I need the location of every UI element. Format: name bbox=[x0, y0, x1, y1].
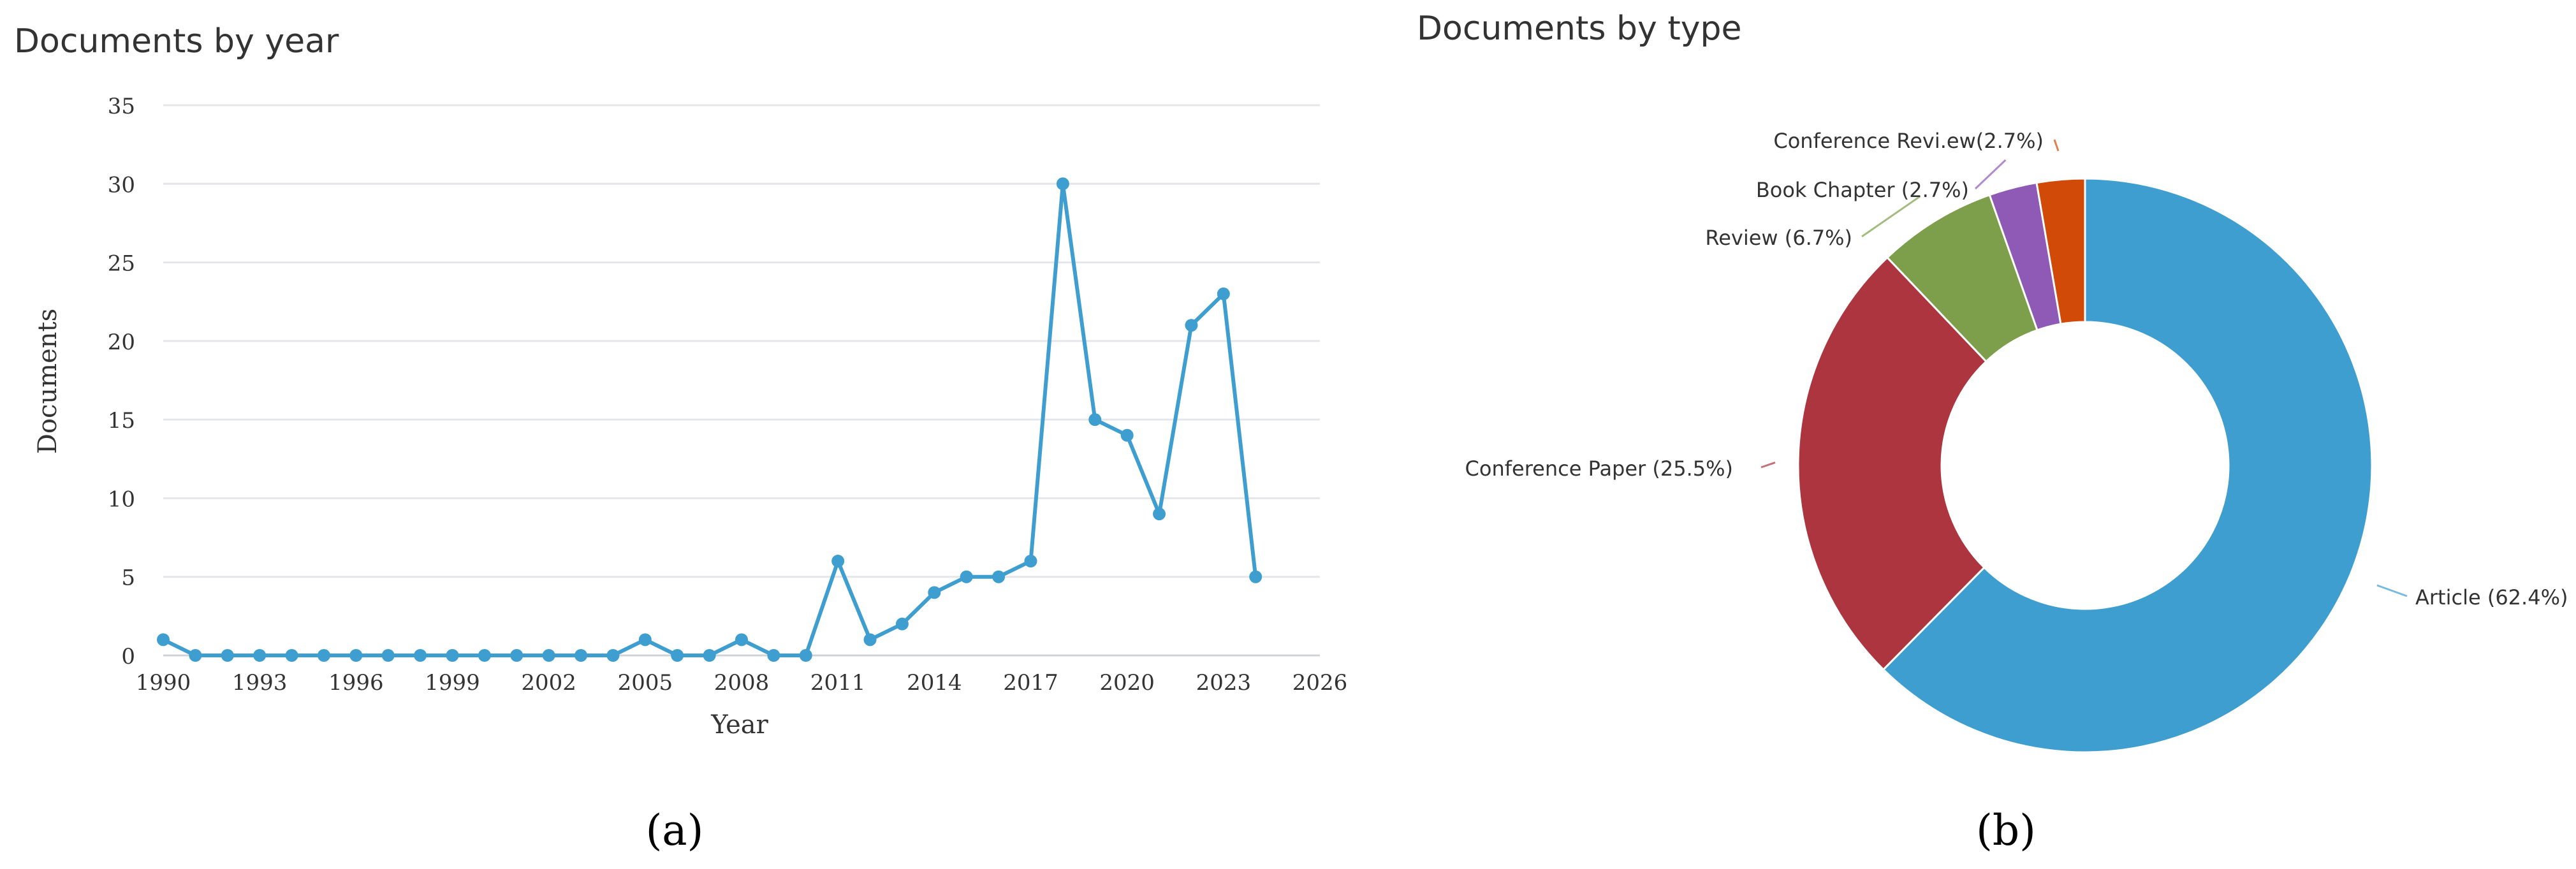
x-tick-label: 2026 bbox=[1292, 670, 1348, 696]
data-point bbox=[317, 649, 330, 662]
data-point bbox=[831, 555, 845, 568]
x-tick-label: 2005 bbox=[618, 670, 673, 696]
data-point bbox=[414, 649, 427, 662]
x-tick-label: 1993 bbox=[232, 670, 288, 696]
data-point bbox=[1217, 287, 1230, 300]
x-tick-label: 2008 bbox=[714, 670, 770, 696]
x-tick-label: 1990 bbox=[136, 670, 191, 696]
caption-b: (b) bbox=[1976, 806, 2036, 855]
data-point bbox=[606, 649, 620, 662]
data-point bbox=[510, 649, 523, 662]
data-point bbox=[1153, 508, 1166, 521]
x-tick-label: 2020 bbox=[1099, 670, 1155, 696]
data-points bbox=[157, 177, 1262, 662]
data-point bbox=[799, 649, 812, 662]
data-point bbox=[671, 649, 684, 662]
slice-label: Conference Paper (25.5%) bbox=[1465, 456, 1733, 481]
leader-line bbox=[1974, 159, 2007, 190]
data-point bbox=[285, 649, 298, 662]
leader-line bbox=[2053, 139, 2060, 152]
data-point bbox=[478, 649, 491, 662]
x-tick-label: 1999 bbox=[425, 670, 480, 696]
y-tick-label: 20 bbox=[108, 330, 135, 355]
gridlines bbox=[163, 104, 1320, 657]
leader-line bbox=[1760, 462, 1776, 469]
data-point bbox=[157, 633, 170, 646]
donut-slice bbox=[2035, 177, 2086, 325]
x-tick-labels: 1990 1993 1996 1999 2002 2005 2008 2011 2014 2017… bbox=[136, 670, 1348, 696]
y-tick-label: 25 bbox=[108, 251, 135, 277]
y-tick-label: 5 bbox=[121, 566, 135, 591]
x-axis-title: Year bbox=[710, 710, 768, 740]
y-tick-labels: 0 5 10 15 20 25 30 35 bbox=[108, 94, 135, 669]
data-point bbox=[1249, 570, 1262, 583]
data-point bbox=[542, 649, 555, 662]
slice-label: Review (6.7%) bbox=[1705, 226, 1852, 250]
data-point bbox=[1056, 177, 1069, 191]
x-tick-label: 2023 bbox=[1196, 670, 1252, 696]
data-point bbox=[189, 649, 202, 662]
data-point bbox=[1024, 555, 1037, 568]
x-tick-label: 1996 bbox=[328, 670, 384, 696]
chart-title-by-year: Documents by year bbox=[14, 22, 339, 61]
data-point bbox=[349, 649, 363, 662]
data-point bbox=[446, 649, 459, 662]
slice-labels: Article (62.4%) Conference Paper (25.5%) R… bbox=[1465, 129, 2568, 610]
y-axis-title: Documents bbox=[33, 309, 62, 454]
data-point bbox=[1120, 428, 1134, 442]
y-tick-label: 35 bbox=[108, 94, 135, 119]
data-point bbox=[767, 649, 780, 662]
donut-slices bbox=[1797, 177, 2373, 754]
donut-slice bbox=[1797, 256, 1988, 671]
data-point bbox=[638, 633, 652, 646]
y-tick-label: 30 bbox=[108, 172, 135, 198]
data-point bbox=[381, 649, 395, 662]
y-tick-label: 10 bbox=[108, 486, 135, 512]
x-tick-label: 2011 bbox=[810, 670, 866, 696]
leader-lines bbox=[1760, 139, 2408, 597]
data-point bbox=[574, 649, 588, 662]
data-point bbox=[992, 570, 1006, 583]
x-tick-label: 2014 bbox=[907, 670, 962, 696]
data-point bbox=[735, 633, 748, 646]
y-tick-label: 0 bbox=[121, 644, 135, 669]
data-point bbox=[703, 649, 716, 662]
slice-label: Book Chapter (2.7%) bbox=[1756, 178, 1969, 202]
leader-line bbox=[2376, 584, 2408, 597]
data-point bbox=[895, 617, 909, 631]
slice-label: Article (62.4%) bbox=[2415, 585, 2568, 610]
data-point bbox=[960, 570, 973, 583]
data-point bbox=[221, 649, 234, 662]
data-point bbox=[1185, 319, 1198, 332]
caption-a: (a) bbox=[646, 806, 704, 855]
chart-title-by-type: Documents by type bbox=[1417, 10, 1742, 48]
leader-line bbox=[1861, 195, 1921, 238]
data-point bbox=[253, 649, 267, 662]
donut-slice bbox=[1882, 177, 2373, 754]
x-tick-label: 2017 bbox=[1003, 670, 1058, 696]
documents-by-type-chart: Documents by type Article (62.4%) Confere… bbox=[1417, 10, 2568, 754]
data-point bbox=[863, 633, 877, 646]
x-tick-label: 2002 bbox=[521, 670, 576, 696]
y-tick-label: 15 bbox=[108, 408, 135, 434]
data-point bbox=[928, 586, 941, 599]
data-point bbox=[1088, 413, 1102, 427]
slice-label: Conference Revi.ew(2.7%) bbox=[1773, 129, 2044, 153]
